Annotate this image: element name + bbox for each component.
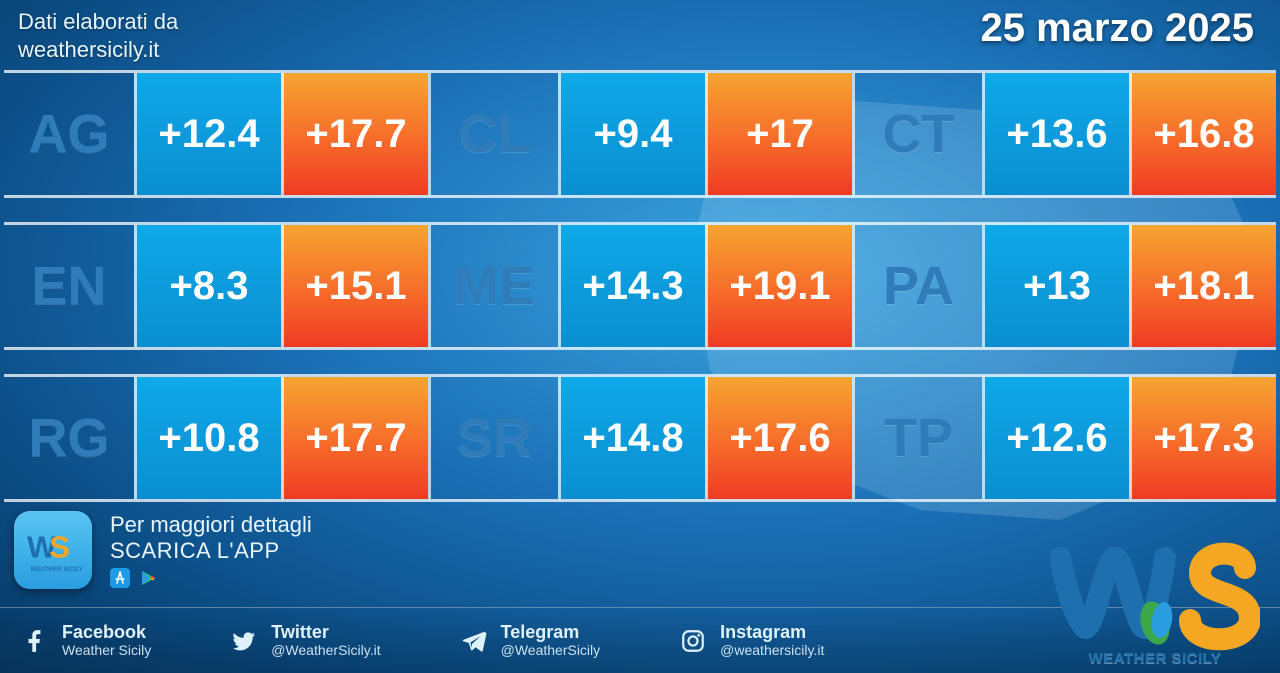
social-name: Facebook	[62, 623, 151, 643]
province-block: PA +13 +18.1	[852, 225, 1276, 347]
forecast-date: 25 marzo 2025	[980, 6, 1254, 51]
social-handle: @WeatherSicily	[501, 643, 601, 658]
telegram-icon	[461, 628, 487, 654]
temp-min-cell: +10.8	[134, 377, 281, 499]
temp-max-cell: +17.3	[1129, 377, 1276, 499]
province-code: TP	[852, 377, 982, 499]
facebook-icon	[22, 628, 48, 654]
twitter-icon	[231, 628, 257, 654]
temp-min-cell: +9.4	[558, 73, 705, 195]
province-code: AG	[4, 73, 134, 195]
temp-max-cell: +17	[705, 73, 852, 195]
svg-text:S: S	[49, 529, 70, 564]
province-code: ME	[428, 225, 558, 347]
social-facebook: Facebook Weather Sicily	[22, 623, 151, 658]
grid-row: RG +10.8 +17.7 SR +14.8 +17.6 TP +12.6 +…	[4, 374, 1276, 502]
svg-text:WEATHER SICILY: WEATHER SICILY	[31, 566, 84, 573]
province-code: SR	[428, 377, 558, 499]
temp-min-cell: +14.3	[558, 225, 705, 347]
temp-min-cell: +14.8	[558, 377, 705, 499]
header-source: weathersicily.it	[18, 36, 178, 64]
temp-max-cell: +17.6	[705, 377, 852, 499]
temp-max-cell: +17.7	[281, 73, 428, 195]
app-cta-text: Per maggiori dettagli SCARICA L'APP	[110, 512, 312, 589]
province-block: ME +14.3 +19.1	[428, 225, 852, 347]
appstore-icon	[110, 568, 130, 588]
app-cta-line1: Per maggiori dettagli	[110, 512, 312, 538]
social-name: Telegram	[501, 623, 601, 643]
temp-min-cell: +12.6	[982, 377, 1129, 499]
app-cta-line2: SCARICA L'APP	[110, 538, 312, 564]
province-code: CL	[428, 73, 558, 195]
header-prefix: Dati elaborati da	[18, 8, 178, 36]
province-block: CL +9.4 +17	[428, 73, 852, 195]
temp-min-cell: +13	[982, 225, 1129, 347]
grid-row: AG +12.4 +17.7 CL +9.4 +17 CT +13.6 +16.…	[4, 70, 1276, 198]
temp-max-cell: +15.1	[281, 225, 428, 347]
province-block: SR +14.8 +17.6	[428, 377, 852, 499]
province-code: PA	[852, 225, 982, 347]
social-instagram: Instagram @weathersicily.it	[680, 623, 824, 658]
social-twitter: Twitter @WeatherSicily.it	[231, 623, 380, 658]
province-code: CT	[852, 73, 982, 195]
province-code: RG	[4, 377, 134, 499]
province-block: AG +12.4 +17.7	[4, 73, 428, 195]
province-block: TP +12.6 +17.3	[852, 377, 1276, 499]
social-bar: Facebook Weather Sicily Twitter @Weather…	[0, 607, 1280, 673]
temp-max-cell: +16.8	[1129, 73, 1276, 195]
province-block: CT +13.6 +16.8	[852, 73, 1276, 195]
temp-max-cell: +17.7	[281, 377, 428, 499]
province-block: EN +8.3 +15.1	[4, 225, 428, 347]
instagram-icon	[680, 628, 706, 654]
playstore-icon	[138, 568, 158, 588]
temperature-grid: AG +12.4 +17.7 CL +9.4 +17 CT +13.6 +16.…	[0, 70, 1280, 502]
province-code: EN	[4, 225, 134, 347]
social-handle: @WeatherSicily.it	[271, 643, 380, 658]
temp-min-cell: +8.3	[134, 225, 281, 347]
social-name: Twitter	[271, 623, 380, 643]
social-handle: Weather Sicily	[62, 643, 151, 658]
social-telegram: Telegram @WeatherSicily	[461, 623, 601, 658]
data-source-header: Dati elaborati da weathersicily.it	[18, 8, 178, 63]
app-cta: W S WEATHER SICILY Per maggiori dettagli…	[14, 511, 312, 589]
ws-app-logo: W S WEATHER SICILY	[14, 511, 92, 589]
temp-max-cell: +18.1	[1129, 225, 1276, 347]
temp-max-cell: +19.1	[705, 225, 852, 347]
province-block: RG +10.8 +17.7	[4, 377, 428, 499]
grid-row: EN +8.3 +15.1 ME +14.3 +19.1 PA +13 +18.…	[4, 222, 1276, 350]
social-name: Instagram	[720, 623, 824, 643]
temp-min-cell: +13.6	[982, 73, 1129, 195]
social-handle: @weathersicily.it	[720, 643, 824, 658]
temp-min-cell: +12.4	[134, 73, 281, 195]
